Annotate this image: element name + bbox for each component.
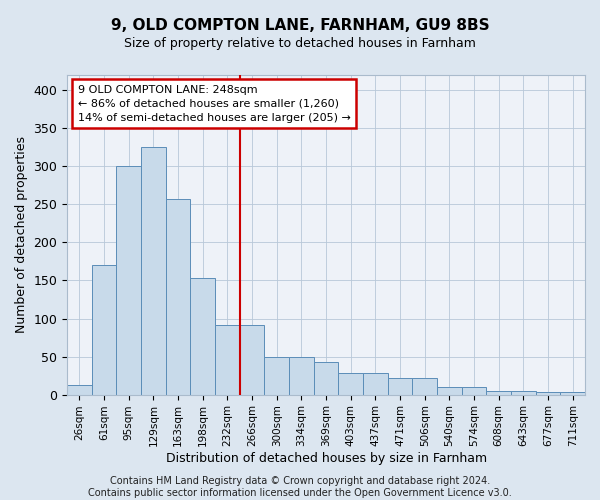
Bar (166, 199, 190, 394)
Bar (190, 278, 215, 394)
Text: Size of property relative to detached houses in Farnham: Size of property relative to detached ho… (124, 38, 476, 51)
Bar (265, 356, 289, 395)
Bar (240, 324, 265, 394)
Bar (67, 384, 92, 394)
Bar (511, 391, 536, 394)
Bar (437, 387, 462, 394)
Bar (141, 148, 166, 394)
X-axis label: Distribution of detached houses by size in Farnham: Distribution of detached houses by size … (166, 452, 487, 465)
Text: Contains HM Land Registry data © Crown copyright and database right 2024.
Contai: Contains HM Land Registry data © Crown c… (88, 476, 512, 498)
Bar (314, 362, 338, 394)
Bar (338, 374, 363, 394)
Text: 9, OLD COMPTON LANE, FARNHAM, GU9 8BS: 9, OLD COMPTON LANE, FARNHAM, GU9 8BS (110, 18, 490, 32)
Bar (215, 324, 240, 394)
Bar (560, 392, 585, 394)
Bar (462, 387, 487, 394)
Y-axis label: Number of detached properties: Number of detached properties (15, 136, 28, 334)
Bar (388, 378, 412, 394)
Bar (536, 392, 560, 394)
Bar (363, 374, 388, 394)
Bar (116, 166, 141, 394)
Bar (412, 378, 437, 394)
Bar (289, 356, 314, 395)
Text: 9 OLD COMPTON LANE: 248sqm
← 86% of detached houses are smaller (1,260)
14% of s: 9 OLD COMPTON LANE: 248sqm ← 86% of deta… (77, 84, 350, 122)
Bar (487, 391, 511, 394)
Bar (92, 265, 116, 394)
